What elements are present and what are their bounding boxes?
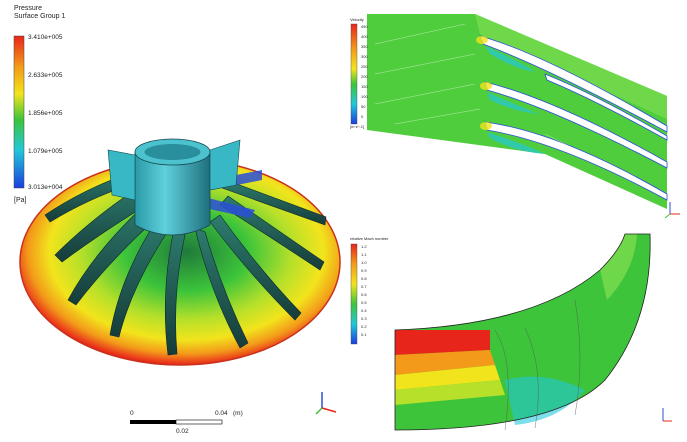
pressure-tick-1: 2.633e+005: [28, 72, 63, 79]
pressure-unit: [Pa]: [14, 197, 27, 204]
pressure-legend-subtitle: Surface Group 1: [14, 13, 66, 20]
velocity-legend-title: Velocity: [350, 17, 364, 22]
scale-bar-right-label: 0.04: [215, 410, 228, 417]
velocity-unit: [m s^-1]: [350, 124, 365, 129]
mach-tick-7: 0.5: [361, 300, 367, 305]
velocity-tick-4: 250: [361, 64, 368, 69]
pressure-colorbar: [13, 35, 25, 189]
velocity-tick-5: 200: [361, 74, 368, 79]
scale-bar: [130, 419, 223, 425]
mach-tick-9: 0.3: [361, 316, 367, 321]
velocity-field: [350, 14, 668, 209]
mach-tick-3: 0.9: [361, 268, 367, 273]
scale-bar-left-label: 0: [130, 410, 134, 417]
mach-legend-title: relative Mach number: [350, 236, 389, 241]
mach-field: [350, 233, 651, 431]
mach-tick-4: 0.8: [361, 276, 367, 281]
impeller-hub: [134, 151, 211, 236]
velocity-tick-6: 150: [361, 84, 368, 89]
pressure-tick-2: 1.856e+005: [28, 110, 63, 117]
scale-bar-unit: (m): [233, 410, 243, 417]
mach-tick-6: 0.6: [361, 292, 367, 297]
velocity-tick-1: 400: [361, 34, 368, 39]
velocity-tick-8: 50: [361, 104, 366, 109]
pressure-tick-0: 3.410e+005: [28, 34, 63, 41]
pressure-legend-title: Pressure: [14, 5, 43, 12]
impeller-render: [19, 138, 341, 366]
velocity-tick-2: 350: [361, 44, 368, 49]
velocity-tick-7: 100: [361, 94, 368, 99]
mach-tick-0: 1.2: [361, 244, 367, 249]
pressure-tick-3: 1.079e+005: [28, 148, 63, 155]
axis-triad-icon: [315, 392, 337, 415]
mach-tick-5: 0.7: [361, 284, 367, 289]
mach-tick-10: 0.2: [361, 324, 367, 329]
pressure-tick-4: 3.013e+004: [28, 184, 63, 191]
axis-triad-velocity-icon: [664, 202, 680, 219]
velocity-tick-9: 0: [361, 114, 364, 119]
mach-tick-11: 0.1: [361, 332, 367, 337]
mach-tick-1: 1.1: [361, 252, 367, 257]
scale-bar-mid-label: 0.02: [176, 428, 189, 435]
mach-tick-8: 0.4: [361, 308, 367, 313]
axis-triad-mach-icon: [662, 408, 672, 422]
velocity-tick-0: 450: [361, 24, 368, 29]
velocity-tick-3: 300: [361, 54, 368, 59]
mach-tick-2: 1.0: [361, 260, 367, 265]
